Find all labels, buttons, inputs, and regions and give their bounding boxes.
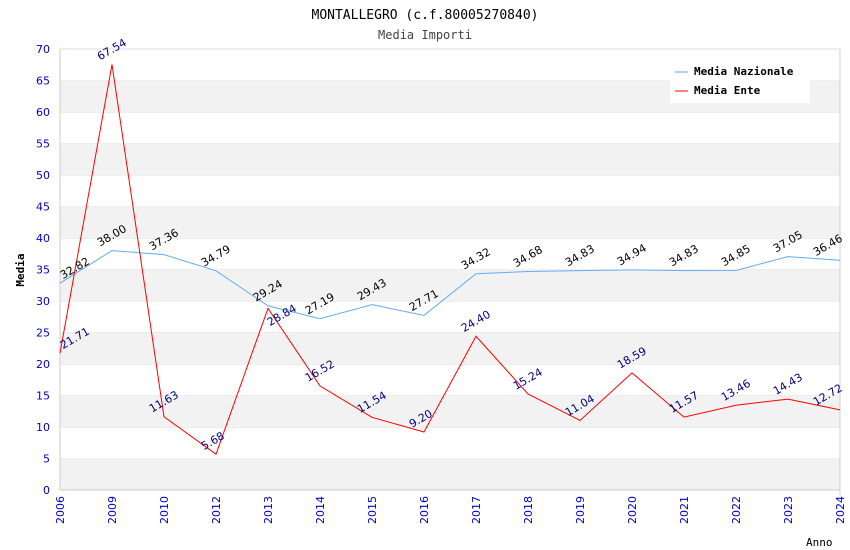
chart-subtitle: Media Importi: [378, 28, 472, 42]
x-tick-label: 2010: [158, 496, 171, 524]
y-tick-label: 15: [36, 390, 50, 403]
y-tick-label: 40: [36, 232, 50, 245]
x-tick-label: 2016: [418, 496, 431, 524]
grid-band: [60, 301, 840, 333]
legend-label-ente: Media Ente: [694, 84, 761, 97]
grid-band: [60, 238, 840, 270]
x-tick-label: 2018: [522, 496, 535, 524]
grid-band: [60, 332, 840, 364]
y-tick-label: 65: [36, 75, 50, 88]
series-line-nazionale: [59, 250, 841, 320]
grid-band: [60, 427, 840, 459]
grid-band: [60, 175, 840, 207]
y-tick-label: 30: [36, 295, 50, 308]
x-tick-label: 2012: [210, 496, 223, 524]
y-tick-label: 35: [36, 264, 50, 277]
x-tick-label: 2006: [54, 496, 67, 524]
y-tick-label: 50: [36, 169, 50, 182]
x-tick-label: 2021: [678, 496, 691, 524]
y-tick-label: 45: [36, 201, 50, 214]
x-tick-label: 2019: [574, 496, 587, 524]
x-tick-label: 2009: [106, 496, 119, 524]
y-tick-label: 10: [36, 421, 50, 434]
y-tick-label: 5: [43, 453, 50, 466]
x-tick-label: 2023: [782, 496, 795, 524]
y-tick-label: 55: [36, 138, 50, 151]
x-tick-label: 2024: [834, 496, 847, 524]
grid-band: [60, 206, 840, 238]
legend-label-nazionale: Media Nazionale: [694, 65, 794, 78]
y-tick-label: 25: [36, 327, 50, 340]
x-tick-label: 2015: [366, 496, 379, 524]
grid-band: [60, 364, 840, 396]
x-tick-label: 2020: [626, 496, 639, 524]
y-tick-label: 20: [36, 358, 50, 371]
x-tick-label: 2017: [470, 496, 483, 524]
grid-band: [60, 458, 840, 490]
x-axis-label: Anno: [806, 536, 833, 549]
grid-band: [60, 269, 840, 301]
y-tick-label: 0: [43, 484, 50, 497]
chart-title: MONTALLEGRO (c.f.80005270840): [312, 8, 539, 23]
grid-band: [60, 143, 840, 175]
x-tick-label: 2013: [262, 496, 275, 524]
y-tick-label: 60: [36, 106, 50, 119]
y-axis-label: Media: [14, 253, 27, 286]
series-line-ente: [59, 64, 841, 456]
legend: Media Nazionale Media Ente: [670, 59, 810, 103]
x-tick-label: 2014: [314, 496, 327, 524]
grid-band: [60, 112, 840, 144]
y-tick-label: 70: [36, 43, 50, 56]
x-tick-label: 2022: [730, 496, 743, 524]
